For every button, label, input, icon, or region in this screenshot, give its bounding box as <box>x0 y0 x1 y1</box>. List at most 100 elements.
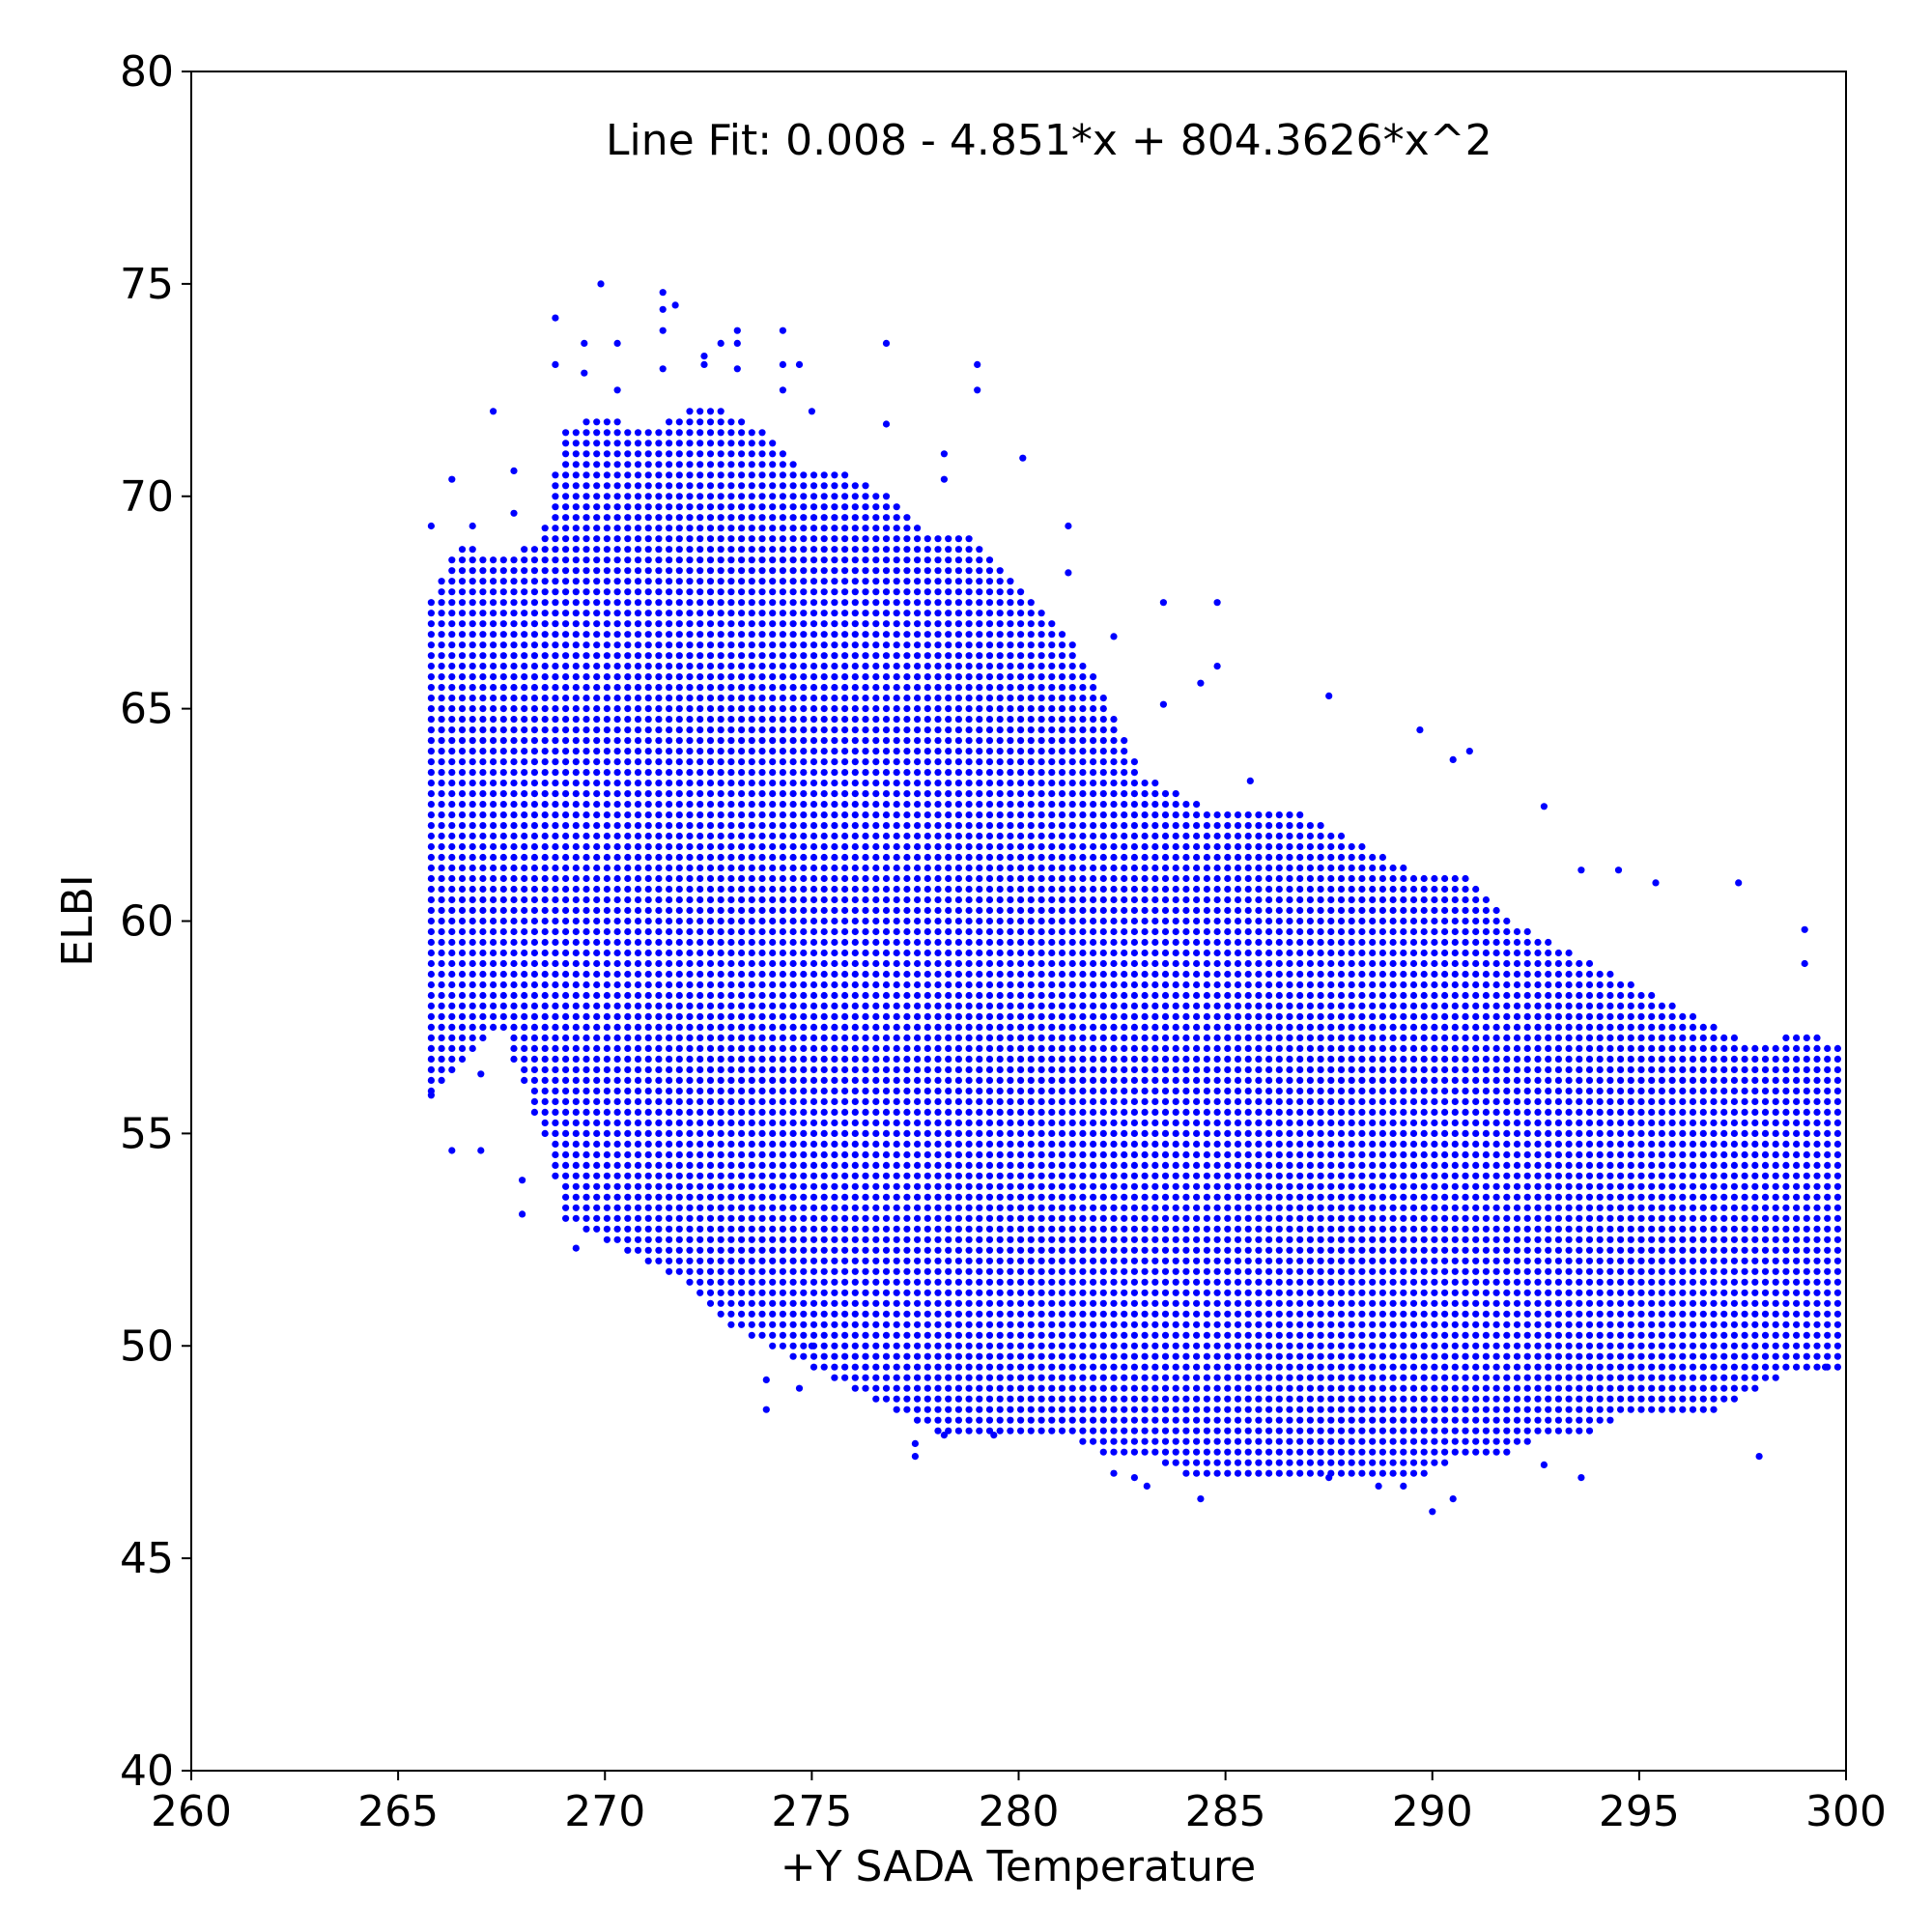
data-point <box>831 1342 838 1350</box>
data-point <box>686 769 694 777</box>
data-point <box>644 970 652 979</box>
data-point <box>965 790 973 798</box>
data-point <box>717 503 724 511</box>
data-point <box>675 684 683 692</box>
data-point <box>458 684 467 692</box>
data-point <box>1007 780 1014 787</box>
data-point <box>758 1097 766 1105</box>
data-point <box>841 1151 849 1158</box>
data-point <box>862 673 869 681</box>
data-point <box>769 991 777 1000</box>
data-point <box>903 620 911 628</box>
data-point <box>841 970 849 979</box>
data-point <box>893 1076 900 1084</box>
data-point <box>872 1108 880 1116</box>
data-point <box>1090 1108 1097 1116</box>
data-point <box>1048 1097 1056 1105</box>
data-point <box>1079 842 1087 851</box>
data-point <box>696 684 704 692</box>
data-point <box>655 546 663 554</box>
data-point <box>882 811 891 819</box>
data-point <box>1007 1151 1014 1158</box>
data-point <box>603 980 611 989</box>
data-point <box>572 780 580 787</box>
data-point <box>1090 874 1097 883</box>
data-point <box>1099 959 1107 968</box>
data-point <box>748 1331 755 1339</box>
data-point <box>675 546 683 554</box>
data-point <box>923 874 931 883</box>
data-point <box>789 758 797 766</box>
data-point <box>613 1172 621 1179</box>
data-point <box>893 503 900 511</box>
data-point <box>510 737 518 745</box>
data-point <box>923 832 931 840</box>
data-point <box>686 853 694 862</box>
data-point <box>996 1012 1004 1020</box>
data-point <box>655 1002 663 1009</box>
data-point <box>727 1289 735 1296</box>
data-point <box>448 620 456 628</box>
data-point <box>934 631 942 639</box>
data-point <box>862 822 869 830</box>
data-point <box>490 842 497 851</box>
data-point <box>748 503 755 511</box>
data-point <box>976 1204 983 1211</box>
data-point <box>666 927 673 936</box>
data-point <box>903 684 911 692</box>
data-point <box>675 567 683 575</box>
data-point <box>510 1034 518 1041</box>
data-point <box>1037 1108 1045 1116</box>
data-point <box>862 684 869 692</box>
data-point <box>666 1119 673 1126</box>
data-point <box>882 1204 891 1211</box>
data-point <box>696 1044 704 1052</box>
data-point <box>582 461 590 469</box>
data-point <box>882 949 891 957</box>
data-point <box>530 578 539 585</box>
data-point <box>666 811 673 819</box>
data-point <box>655 906 663 915</box>
data-point <box>1007 620 1014 628</box>
data-point <box>800 663 808 670</box>
data-point <box>748 1129 755 1137</box>
data-point <box>1090 959 1097 968</box>
data-point <box>1037 895 1045 904</box>
data-point <box>769 1267 777 1275</box>
data-point <box>945 1140 952 1148</box>
data-point <box>562 938 570 947</box>
data-point <box>1099 1427 1107 1435</box>
data-point <box>769 737 777 745</box>
data-point <box>727 1267 735 1275</box>
data-point <box>748 1151 755 1158</box>
data-point <box>923 1097 931 1105</box>
data-point <box>521 1002 528 1009</box>
data-point <box>872 1257 880 1264</box>
data-point <box>521 673 528 681</box>
data-point <box>985 1427 994 1435</box>
data-point <box>686 716 694 724</box>
data-point <box>1058 1352 1066 1360</box>
data-point <box>945 980 952 989</box>
data-point <box>923 1395 931 1403</box>
data-point <box>872 1002 880 1009</box>
data-point <box>469 927 476 936</box>
data-point <box>655 895 663 904</box>
data-point <box>634 1214 642 1222</box>
data-point <box>769 780 777 787</box>
data-point <box>427 641 435 649</box>
data-point <box>954 695 963 702</box>
data-point <box>810 1182 818 1190</box>
data-point <box>448 885 456 894</box>
data-point <box>727 1065 735 1073</box>
data-point <box>427 663 435 670</box>
data-point <box>634 716 642 724</box>
data-point <box>541 874 549 883</box>
data-point <box>644 1034 652 1041</box>
data-point <box>1090 917 1097 925</box>
data-point <box>810 1214 818 1222</box>
data-point <box>593 1225 601 1233</box>
data-point <box>748 758 755 766</box>
data-point <box>541 758 549 766</box>
